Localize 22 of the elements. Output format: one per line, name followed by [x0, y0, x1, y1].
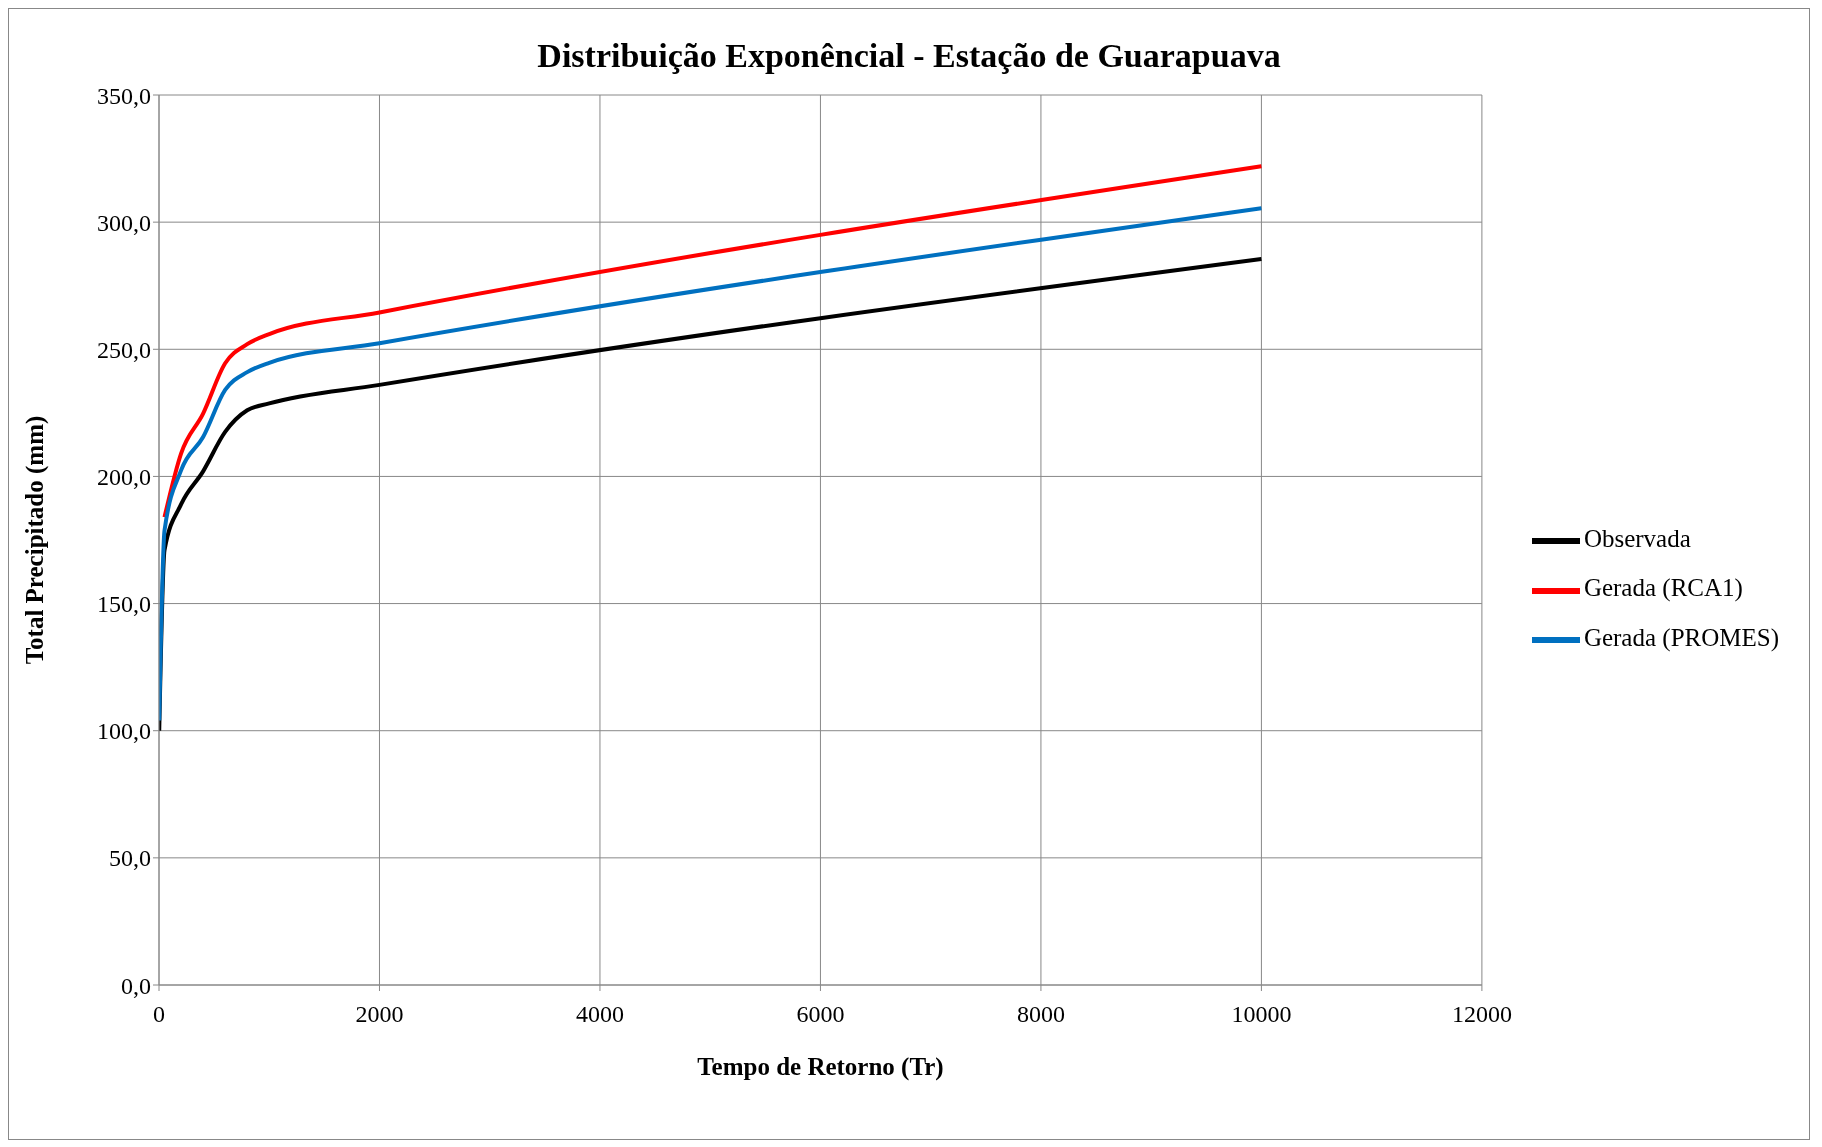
x-tick-label: 4000: [575, 1001, 624, 1028]
x-axis-title: Tempo de Retorno (Tr): [697, 1053, 944, 1081]
legend-label: Gerada (RCA1): [1583, 574, 1743, 602]
x-tick-label: 2000: [355, 1001, 404, 1028]
x-tick-label: 12000: [1451, 1001, 1512, 1028]
y-tick-label: 200,0: [97, 463, 151, 490]
y-tick-label: 150,0: [97, 591, 151, 618]
line-series: [162, 164, 1264, 520]
legend-label: Observada: [1583, 525, 1691, 553]
chart-title: Distribuição Exponêncial - Estação de Guarapuava: [536, 37, 1282, 75]
y-tick-label: 100,0: [97, 718, 151, 745]
legend-label: Gerada (PROMES): [1583, 623, 1779, 651]
x-tick-label: 10000: [1231, 1001, 1292, 1028]
x-tick-label: 8000: [1016, 1001, 1065, 1028]
y-tick-label: 0,0: [121, 972, 151, 999]
x-tick-label: 0: [153, 1001, 165, 1028]
y-tick-label: 50,0: [109, 845, 151, 872]
y-tick-label: 300,0: [97, 209, 151, 236]
y-axis-title: Total Precipitado (mm): [20, 415, 49, 665]
x-tick-label: 6000: [796, 1001, 845, 1028]
y-tick-label: 350,0: [97, 82, 151, 109]
y-tick-label: 250,0: [97, 336, 151, 363]
